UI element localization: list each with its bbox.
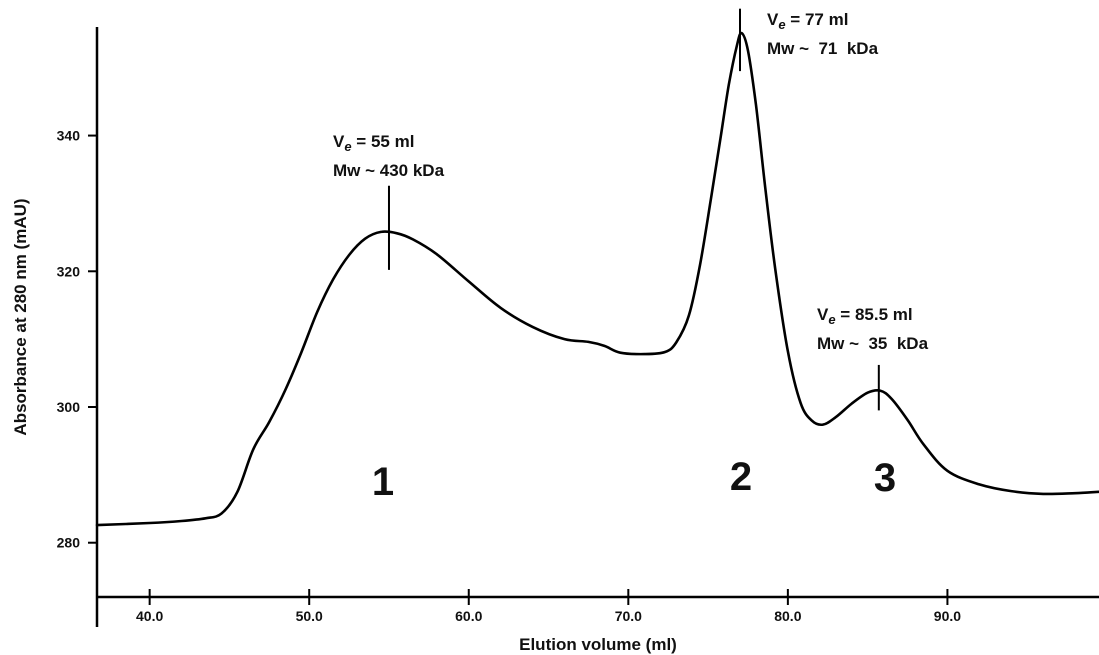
x-ticks: 40.0 50.0 60.0 70.0 80.0 90.0 (136, 589, 961, 624)
peak-2-molecular-weight: Mw ~ 71 kDa (767, 39, 879, 58)
y-axis-title: Absorbance at 280 nm (mAU) (11, 198, 30, 435)
peak-1-molecular-weight: Mw ~ 430 kDa (333, 161, 445, 180)
peak-2-elution-volume: Ve = 77 ml (767, 10, 848, 32)
peak-annotations: Ve = 55 ml Mw ~ 430 kDa 1 Ve = 77 ml Mw ~ 71… (333, 10, 929, 504)
peak-3-molecular-weight: Mw ~ 35 kDa (817, 334, 929, 353)
y-tick-label: 320 (57, 263, 81, 279)
x-tick-label: 40.0 (136, 608, 163, 624)
absorbance-trace (95, 31, 1099, 527)
peak-3-elution-volume: Ve = 85.5 ml (817, 305, 913, 327)
axes (95, 27, 1099, 627)
x-tick-label: 80.0 (774, 608, 801, 624)
y-tick-label: 300 (57, 399, 81, 415)
peak-markers (387, 8, 880, 411)
peak-3-number: 3 (874, 456, 896, 500)
x-tick-label: 60.0 (455, 608, 482, 624)
peak-2-number: 2 (730, 455, 752, 499)
peak-1-elution-volume: Ve = 55 ml (333, 132, 414, 154)
y-tick-label: 280 (57, 535, 81, 551)
peak-1-number: 1 (372, 460, 394, 504)
x-axis-title: Elution volume (ml) (519, 635, 677, 654)
y-tick-label: 340 (57, 128, 81, 144)
y-ticks: 280 300 320 340 (57, 128, 97, 551)
x-tick-label: 90.0 (934, 608, 961, 624)
x-tick-label: 50.0 (296, 608, 323, 624)
x-tick-label: 70.0 (615, 608, 642, 624)
